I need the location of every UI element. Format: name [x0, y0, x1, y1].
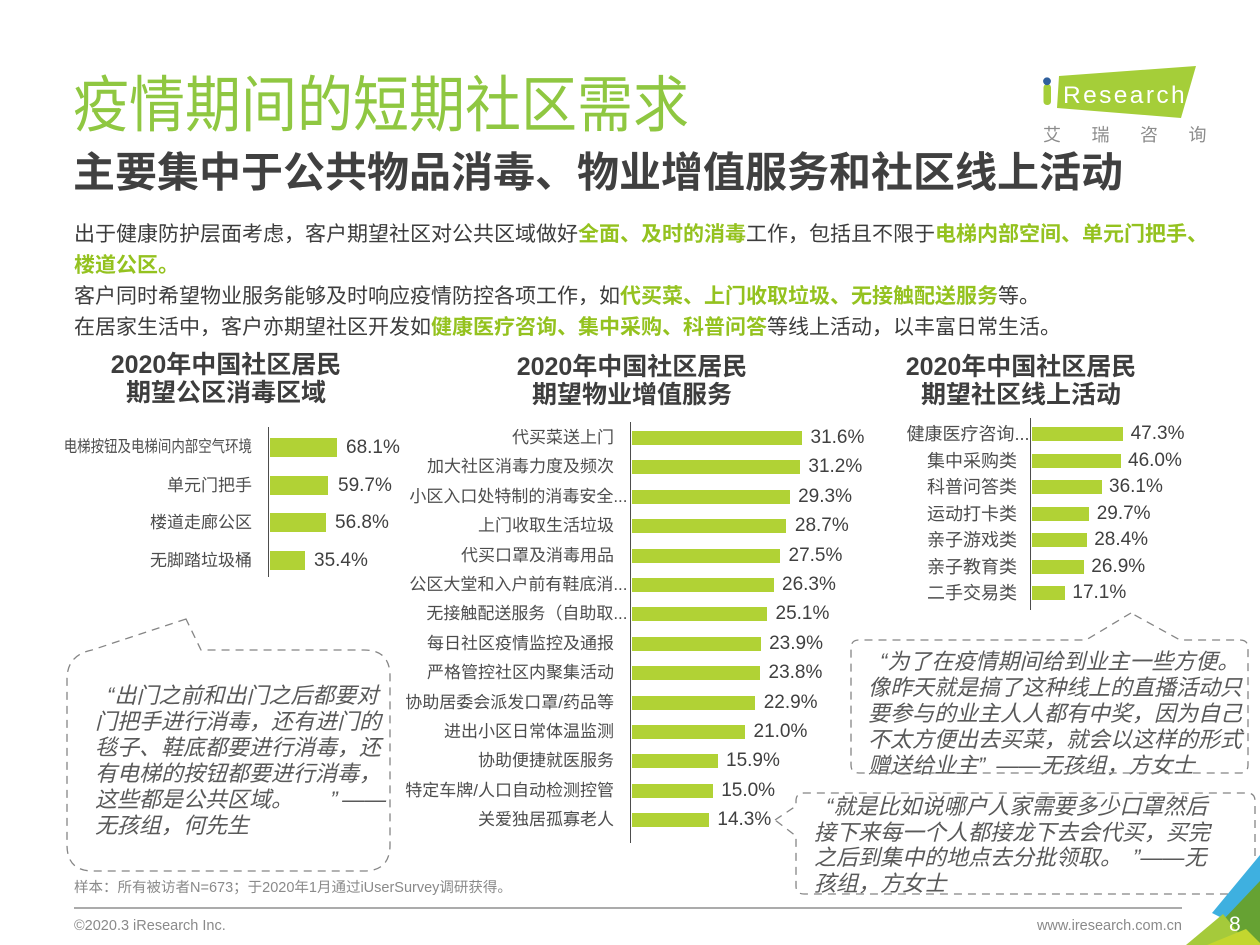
svg-text:艾瑞咨询: 艾瑞咨询	[1043, 121, 1237, 147]
svg-text:8: 8	[1229, 913, 1241, 936]
svg-text:Research: Research	[1063, 82, 1187, 109]
